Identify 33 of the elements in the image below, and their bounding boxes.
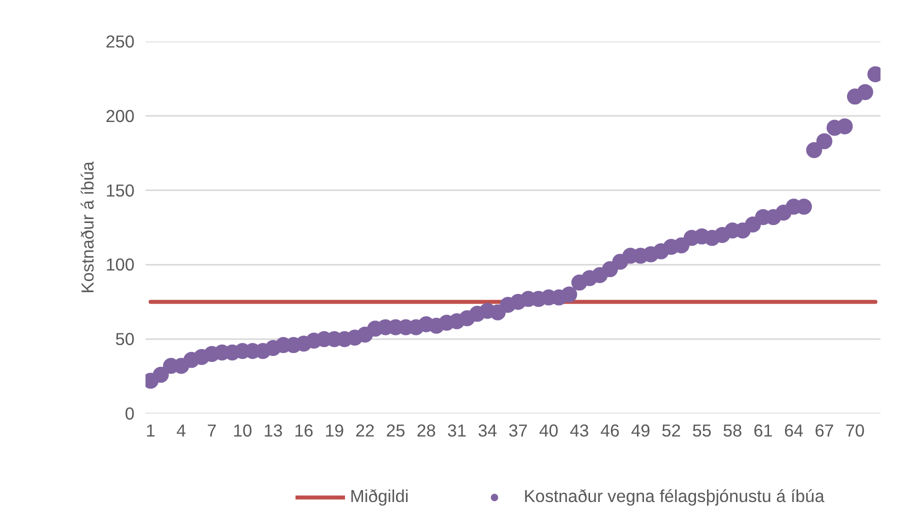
y-tick-label: 50: [115, 329, 135, 350]
y-tick-label: 200: [106, 106, 135, 126]
x-tick-label: 34: [478, 420, 498, 440]
x-tick-label: 43: [570, 420, 589, 440]
x-tick-label: 67: [814, 420, 834, 440]
x-tick-label: 22: [355, 420, 375, 440]
x-tick-label: 55: [692, 420, 712, 440]
y-axis-title: Kostnaður á íbúa: [78, 161, 98, 294]
x-tick-label: 10: [232, 420, 252, 440]
x-tick-label: 37: [508, 420, 528, 440]
x-tick-label: 7: [207, 420, 217, 440]
legend-label: Kostnaður vegna félagsþjónustu á íbúa: [524, 486, 824, 507]
legend-label: Miðgildi: [350, 486, 409, 507]
x-tick-label: 31: [447, 420, 466, 440]
x-tick-label: 25: [386, 420, 406, 440]
x-tick-label: 64: [784, 420, 804, 440]
x-tick-label: 61: [753, 420, 773, 440]
x-tick-label: 58: [722, 420, 742, 440]
x-tick-label: 4: [176, 420, 186, 440]
x-tick-label: 70: [845, 420, 865, 440]
x-tick-label: 40: [539, 420, 558, 440]
x-tick-label: 19: [324, 420, 344, 440]
x-tick-label: 16: [294, 420, 314, 440]
x-tick-label: 28: [416, 420, 436, 440]
x-tick-label: 1: [146, 420, 156, 440]
x-tick-label: 49: [630, 420, 650, 440]
x-tick-label: 46: [600, 420, 620, 440]
x-tick-label: 52: [662, 420, 681, 440]
y-tick-label: 150: [106, 180, 135, 200]
y-tick-label: 0: [124, 404, 135, 424]
y-tick-label: 100: [106, 254, 135, 275]
x-tick-label: 13: [263, 420, 283, 440]
y-tick-label: 250: [106, 32, 135, 52]
